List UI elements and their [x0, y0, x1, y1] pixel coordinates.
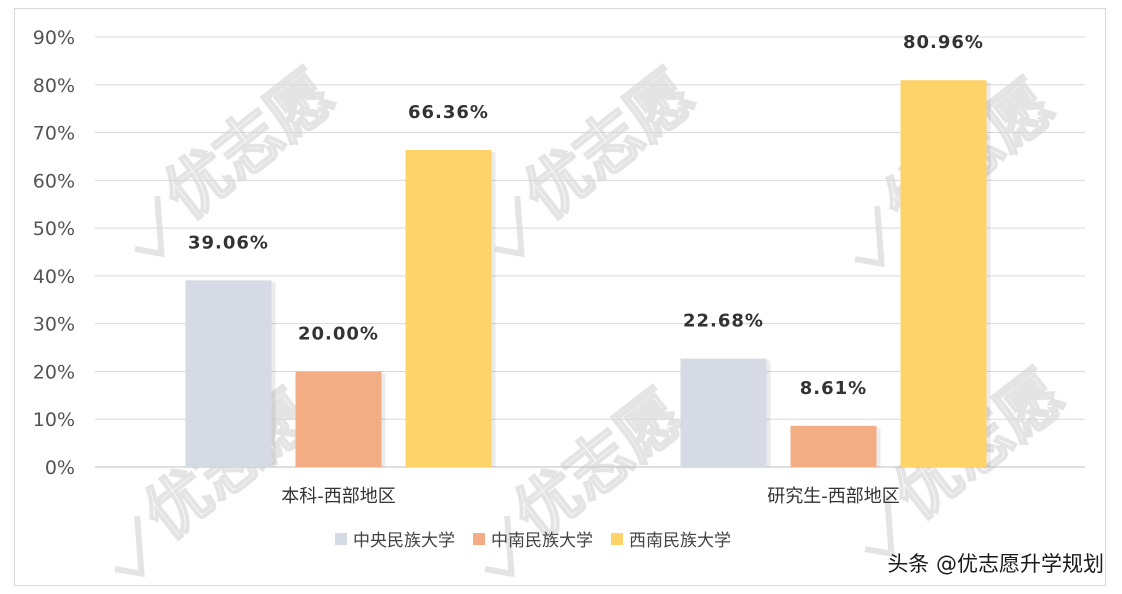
check-shield-icon: [854, 205, 885, 268]
data-label: 22.68%: [683, 311, 764, 332]
bar: [680, 358, 767, 467]
bar: [790, 425, 877, 467]
y-tick-label: 30%: [33, 314, 75, 336]
data-labels: 39.06% 20.00% 66.36% 22.68% 8.61% 80.96%: [188, 32, 984, 399]
legend-label: 中央民族大学: [353, 531, 455, 551]
data-label: 80.96%: [903, 32, 984, 53]
data-label: 66.36%: [408, 102, 489, 123]
legend: 中央民族大学 中南民族大学 西南民族大学: [335, 531, 731, 551]
bars: [185, 80, 991, 468]
legend-swatch: [335, 533, 347, 545]
y-tick-label: 70%: [33, 123, 75, 145]
y-tick-label: 50%: [33, 218, 75, 240]
check-shield-icon: [484, 515, 515, 578]
bar: [185, 280, 272, 467]
data-label: 20.00%: [298, 323, 379, 344]
y-tick-label: 10%: [33, 409, 75, 431]
y-axis: 0% 10% 20% 30% 40% 50% 60% 70% 80% 90%: [33, 27, 75, 479]
y-tick-label: 80%: [33, 75, 75, 97]
source-credit: 头条 @优志愿升学规划: [887, 552, 1104, 576]
check-shield-icon: [134, 195, 165, 258]
watermark-text: 优志愿: [501, 377, 698, 554]
check-shield-icon: [114, 515, 145, 578]
legend-label: 中南民族大学: [491, 531, 593, 551]
y-tick-label: 60%: [33, 170, 75, 192]
y-tick-label: 90%: [33, 27, 75, 49]
bar: [900, 80, 987, 468]
check-shield-icon: [494, 195, 525, 258]
bar: [405, 149, 492, 468]
bar: [295, 371, 382, 467]
legend-swatch: [473, 533, 485, 545]
legend-swatch: [611, 533, 623, 545]
watermark: 优志愿: [494, 56, 709, 258]
watermark-text: 优志愿: [511, 57, 708, 234]
chart-frame: 优志愿优志愿优志愿优志愿优志愿优志愿 0%10%20%30%40%50%60%7…: [14, 8, 1106, 586]
legend-label: 西南民族大学: [629, 531, 731, 551]
x-axis: 本科-西部地区 研究生-西部地区: [281, 486, 900, 507]
check-shield-icon: [864, 495, 895, 558]
y-tick-label: 40%: [33, 266, 75, 288]
watermark-text: 优志愿: [151, 57, 348, 234]
y-tick-label: 0%: [45, 457, 75, 479]
x-tick-label: 本科-西部地区: [281, 486, 396, 507]
y-tick-label: 20%: [33, 361, 75, 383]
bar-chart: 优志愿优志愿优志愿优志愿优志愿优志愿 0%10%20%30%40%50%60%7…: [33, 27, 1085, 578]
data-label: 39.06%: [188, 232, 269, 253]
data-label: 8.61%: [800, 378, 867, 399]
x-tick-label: 研究生-西部地区: [767, 486, 900, 507]
